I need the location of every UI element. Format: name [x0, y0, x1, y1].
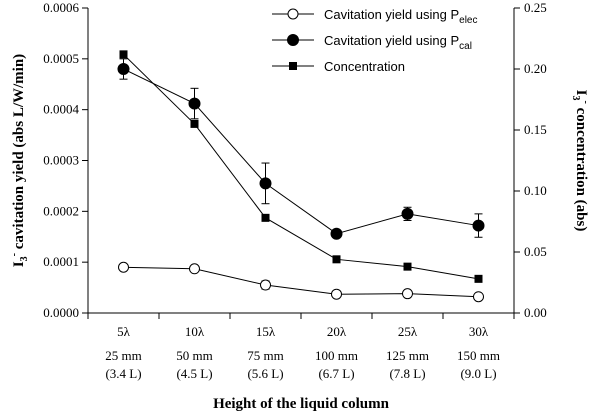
left-tick-label: 0.0001: [43, 254, 79, 269]
series-line: [123, 68, 479, 235]
right-tick-label: 0.05: [524, 244, 547, 259]
category-label: 150 mm: [457, 348, 500, 363]
data-point: [260, 279, 271, 291]
right-axis-title: I3- concentration (abs): [570, 90, 591, 232]
legend: Cavitation yield using Pelec Cavitation y…: [272, 7, 478, 74]
left-tick-label: 0.0003: [43, 153, 79, 168]
category-label: 125 mm: [386, 348, 429, 363]
right-tick-label: 0.10: [524, 183, 547, 198]
legend-label: Concentration: [324, 59, 405, 74]
legend-marker: [287, 8, 299, 20]
category-label: 50 mm: [176, 348, 212, 363]
right-tick-label: 0.00: [524, 305, 547, 320]
data-point: [402, 288, 413, 300]
category-label: 5λ: [117, 324, 131, 339]
left-axis-title: I3- cavitation yield (abs L/W/min): [9, 54, 30, 267]
series-layer: [117, 50, 485, 303]
legend-entry-1: Cavitation yield using Pelec: [272, 7, 478, 26]
category-label: 25λ: [398, 324, 418, 339]
left-tick-label: 0.0000: [43, 305, 79, 320]
category-label: (6.7 L): [318, 366, 354, 381]
data-point: [117, 63, 130, 75]
data-point: [189, 263, 200, 275]
legend-label: Cavitation yield using Pelec: [324, 7, 478, 26]
data-point: [332, 255, 341, 264]
data-point: [331, 288, 342, 300]
data-point: [261, 213, 270, 222]
data-point: [190, 119, 199, 128]
right-tick-label: 0.25: [524, 0, 547, 15]
data-point: [119, 50, 128, 59]
legend-label: Cavitation yield using Pcal: [324, 33, 472, 52]
series-1: [118, 261, 484, 303]
legend-entry-3: Concentration: [272, 59, 405, 74]
category-label: 10λ: [185, 324, 205, 339]
series-line: [123, 54, 479, 280]
series-line: [123, 266, 479, 298]
data-point: [401, 207, 414, 220]
category-label: 75 mm: [247, 348, 283, 363]
left-tick-label: 0.0006: [43, 0, 79, 15]
data-point: [118, 261, 129, 273]
category-label: (9.0 L): [460, 366, 496, 381]
category-label: (5.6 L): [247, 366, 283, 381]
data-point: [330, 227, 343, 240]
category-label: (3.4 L): [105, 366, 141, 381]
right-tick-label: 0.15: [524, 122, 547, 137]
category-label: 30λ: [469, 324, 489, 339]
legend-marker: [287, 34, 299, 46]
x-axis-title: Height of the liquid column: [213, 396, 390, 412]
category-label: 100 mm: [315, 348, 358, 363]
data-point: [474, 274, 483, 283]
axes: 0.0000 0.0001 0.0002 0.0003 0.0004 0.0005 0.00…: [9, 0, 591, 412]
series-3: [119, 50, 483, 283]
data-point: [188, 97, 201, 110]
category-label: 15λ: [256, 324, 276, 339]
legend-entry-2: Cavitation yield using Pcal: [272, 33, 472, 52]
left-tick-label: 0.0005: [43, 51, 79, 66]
data-point: [259, 177, 272, 190]
data-point: [473, 291, 484, 303]
right-tick-label: 0.20: [524, 61, 547, 76]
category-label: 20λ: [327, 324, 347, 339]
left-tick-label: 0.0004: [43, 102, 79, 117]
category-label: (7.8 L): [389, 366, 425, 381]
data-point: [403, 262, 412, 271]
series-2: [117, 58, 485, 240]
left-tick-label: 0.0002: [43, 203, 79, 218]
legend-marker: [289, 62, 297, 70]
data-point: [472, 219, 485, 232]
category-label: (4.5 L): [176, 366, 212, 381]
category-label: 25 mm: [105, 348, 141, 363]
